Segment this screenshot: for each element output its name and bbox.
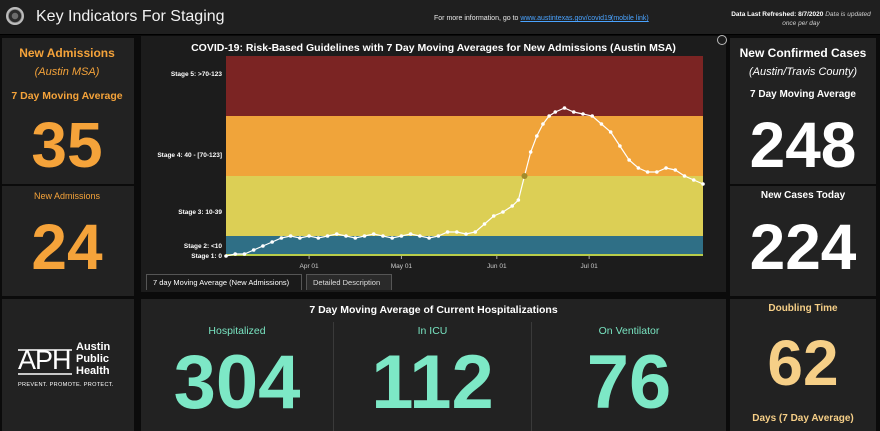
austin-public-health-logo: APH Austin Public Health PREVENT. PROMOT… (18, 341, 114, 388)
refresh-info: Data Last Refreshed: 8/7/2020 Data is up… (730, 10, 872, 28)
chart-panel (141, 36, 726, 292)
doubling-label: Doubling Time (768, 303, 838, 314)
moving-avg-admissions-panel (2, 38, 134, 184)
tab-moving-average[interactable]: 7 day Moving Average (New Admissions) (146, 274, 302, 290)
new-admissions-panel (2, 186, 134, 296)
logo-line2: Public (76, 353, 109, 365)
city-seal-icon (6, 7, 24, 25)
logo-tagline: PREVENT. PROMOTE. PROTECT. (18, 382, 114, 388)
new-admissions-label: New Admissions (33, 191, 101, 201)
covid19-link[interactable]: www.austintexas.gov/covid19 (520, 15, 612, 22)
refresh-date: 8/7/2020 (798, 11, 824, 18)
admissions-area: (Austin MSA) (34, 66, 100, 78)
refresh-label: Data Last Refreshed: (731, 11, 797, 18)
logo-line1: Austin (76, 341, 111, 353)
cases-moving-avg-label: 7 Day Moving Average (750, 89, 856, 100)
dashboard-title: Key Indicators For Staging (36, 8, 225, 25)
hosp-divider-1 (333, 322, 334, 431)
moving-avg-label: 7 Day Moving Average (11, 90, 123, 102)
mobile-link[interactable]: (mobile link) (611, 15, 649, 22)
new-cases-panel (730, 38, 876, 184)
expand-icon[interactable] (717, 35, 727, 45)
hosp-divider-2 (531, 322, 532, 431)
hospitalized-value: 304 (173, 340, 301, 425)
info-prefix: For more information, go to (434, 15, 519, 22)
cases-title: New Confirmed Cases (739, 46, 867, 60)
doubling-value: 62 (767, 327, 839, 399)
ventilator-label: On Ventilator (598, 325, 660, 337)
hospitalizations-panel (141, 299, 726, 431)
hospitalized-label: Hospitalized (208, 325, 266, 337)
new-cases-today-panel (730, 186, 876, 296)
new-cases-today-value: 224 (749, 211, 857, 283)
doubling-time-panel (730, 299, 876, 431)
icu-value: 112 (371, 340, 494, 425)
tab-detailed-description[interactable]: Detailed Description (306, 274, 392, 290)
cases-area: (Austin/Travis County) (749, 66, 857, 78)
header-bar: Key Indicators For Staging For more info… (0, 0, 880, 35)
icu-label: In ICU (417, 325, 448, 337)
hospitalizations-title: 7 Day Moving Average of Current Hospital… (309, 304, 558, 316)
refresh-note: Data is updated once per day (782, 11, 871, 27)
admissions-title: New Admissions (19, 46, 115, 60)
info-text: For more information, go to www.austinte… (434, 15, 612, 22)
new-admissions-value: 24 (31, 211, 103, 283)
moving-avg-value: 35 (31, 109, 103, 181)
logo-panel (2, 299, 134, 431)
cases-moving-avg-value: 248 (749, 109, 857, 181)
ventilator-value: 76 (586, 340, 672, 425)
logo-line3: Health (76, 365, 110, 377)
chart-title: COVID-19: Risk-Based Guidelines with 7 D… (191, 42, 676, 54)
new-cases-today-label: New Cases Today (760, 190, 846, 201)
doubling-unit: Days (7 Day Average) (752, 413, 854, 424)
